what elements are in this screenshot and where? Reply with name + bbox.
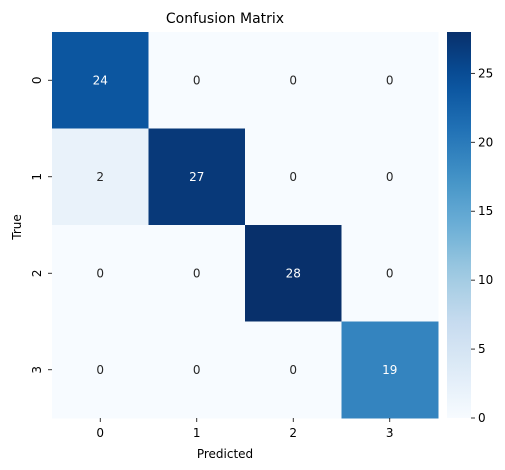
y-axis-ticks: 0 1 2 3 <box>30 76 52 374</box>
heatmap-cell <box>52 225 149 322</box>
heatmap-cell <box>341 128 439 226</box>
x-tick-label: 3 <box>386 426 394 440</box>
heatmap-cell <box>148 225 246 322</box>
heatmap-cell <box>341 321 439 419</box>
y-tick-label: 1 <box>30 173 44 181</box>
heatmap-cell <box>245 32 342 129</box>
x-tick-label: 0 <box>96 426 104 440</box>
colorbar-tick-label: 25 <box>478 66 493 80</box>
heatmap-cell <box>148 321 246 419</box>
y-axis-label: True <box>10 214 24 241</box>
cell-annotation: 0 <box>386 73 394 87</box>
cell-annotation: 0 <box>386 266 394 280</box>
cell-annotation: 0 <box>96 266 104 280</box>
colorbar-tick-label: 15 <box>478 204 493 218</box>
cell-annotation: 19 <box>382 363 397 377</box>
heatmap-cells <box>52 32 439 419</box>
x-tick-label: 1 <box>193 426 201 440</box>
y-tick-label: 0 <box>30 76 44 84</box>
cell-annotation: 0 <box>193 266 201 280</box>
colorbar-ticks: 0 5 10 15 20 25 <box>471 66 493 425</box>
heatmap-cell <box>341 225 439 322</box>
heatmap-cell <box>245 225 342 322</box>
heatmap-cell <box>148 128 246 226</box>
colorbar-tick-label: 0 <box>478 411 486 425</box>
cell-annotation: 0 <box>289 73 297 87</box>
x-axis-label: Predicted <box>197 447 253 461</box>
cell-annotation: 0 <box>289 363 297 377</box>
heatmap-cell <box>52 321 149 419</box>
cell-annotation: 24 <box>93 73 108 87</box>
cell-annotation: 27 <box>189 170 204 184</box>
cell-annotations: 24 0 0 0 2 27 0 0 0 0 28 0 0 0 0 19 <box>93 73 398 377</box>
cell-annotation: 0 <box>193 363 201 377</box>
cell-annotation: 0 <box>193 73 201 87</box>
heatmap-cell <box>52 32 149 129</box>
x-tick-label: 2 <box>289 426 297 440</box>
cell-annotation: 0 <box>289 170 297 184</box>
heatmap-cell <box>245 321 342 419</box>
colorbar-tick-label: 20 <box>478 135 493 149</box>
cell-annotation: 28 <box>286 266 301 280</box>
y-tick-label: 2 <box>30 269 44 277</box>
heatmap-cell <box>148 32 246 129</box>
colorbar-tick-label: 5 <box>478 342 486 356</box>
cell-annotation: 0 <box>386 170 394 184</box>
cell-annotation: 2 <box>96 170 104 184</box>
x-axis-ticks: 0 1 2 3 <box>96 418 394 440</box>
y-tick-label: 3 <box>30 366 44 374</box>
colorbar-tick-label: 10 <box>478 273 493 287</box>
chart-title: Confusion Matrix <box>166 11 284 27</box>
colorbar <box>447 32 471 418</box>
cell-annotation: 0 <box>96 363 104 377</box>
heatmap-cell <box>52 128 149 226</box>
heatmap-cell <box>245 128 342 226</box>
heatmap-cell <box>341 32 439 129</box>
